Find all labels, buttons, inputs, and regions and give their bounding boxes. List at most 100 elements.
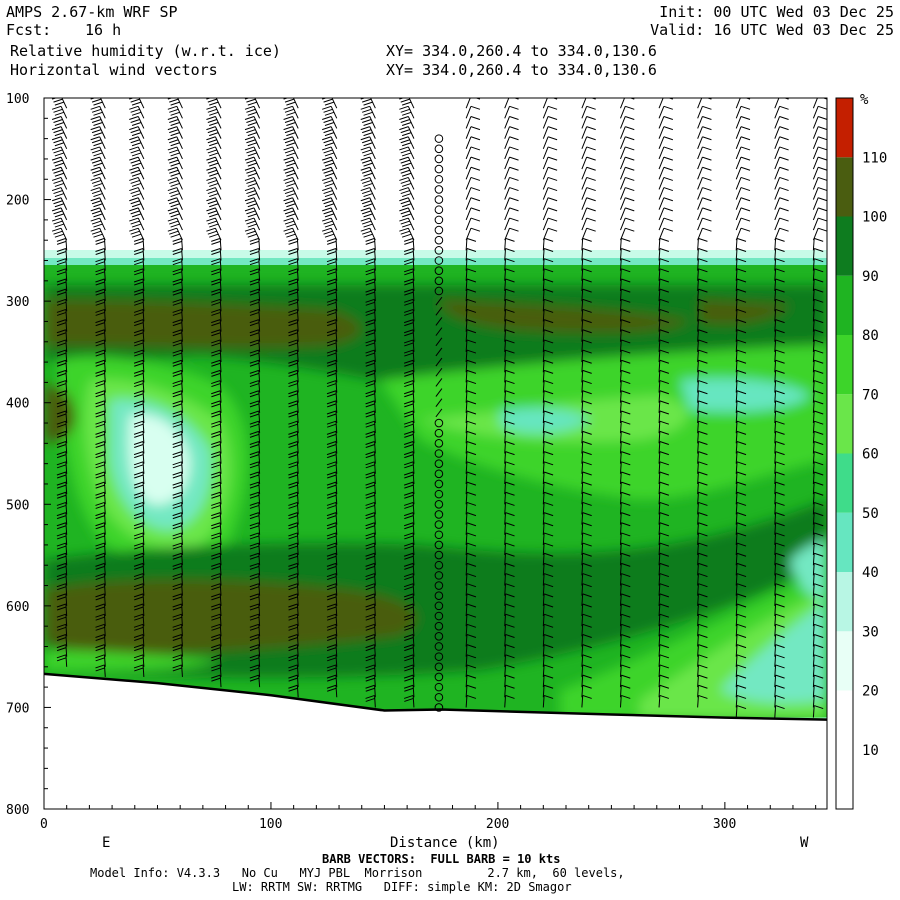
wind-barb bbox=[504, 562, 515, 576]
wind-barb bbox=[360, 146, 376, 160]
wind-barb bbox=[399, 115, 415, 129]
wind-barb bbox=[504, 542, 515, 556]
wind-barb bbox=[581, 329, 592, 342]
calm-wind-circle bbox=[434, 601, 444, 611]
calm-wind-circle bbox=[434, 632, 444, 641]
wind-barb bbox=[542, 136, 558, 149]
wind-barb bbox=[95, 644, 106, 657]
wind-barb bbox=[206, 197, 222, 210]
wind-barb bbox=[581, 288, 592, 302]
wind-barb bbox=[697, 471, 708, 485]
wind-barb bbox=[244, 207, 261, 221]
wind-barb bbox=[735, 308, 747, 322]
wind-barb bbox=[172, 390, 183, 403]
wind-barb bbox=[774, 593, 785, 606]
wind-barb bbox=[735, 115, 751, 129]
wind-barb bbox=[774, 197, 789, 210]
wind-barb bbox=[172, 634, 183, 647]
wind-barb bbox=[211, 400, 222, 413]
wind-barb bbox=[211, 430, 222, 444]
wind-barb bbox=[365, 258, 376, 271]
wind-barb bbox=[774, 268, 785, 281]
wind-barb bbox=[658, 461, 670, 474]
wind-barb bbox=[812, 400, 824, 413]
wind-barb bbox=[581, 126, 596, 139]
wind-barb bbox=[56, 593, 68, 606]
wind-barb bbox=[581, 441, 592, 454]
wind-barb bbox=[172, 664, 183, 677]
wind-barb bbox=[249, 542, 261, 556]
wind-barb bbox=[56, 603, 68, 617]
wind-barb bbox=[249, 248, 261, 261]
wind-barb-light bbox=[435, 347, 443, 357]
wind-barb bbox=[619, 501, 631, 515]
wind-barb bbox=[658, 623, 670, 637]
wind-barb bbox=[697, 410, 708, 424]
wind-barb bbox=[697, 288, 708, 302]
wind-barb bbox=[735, 207, 751, 221]
wind-barb bbox=[581, 237, 592, 251]
wind-barb bbox=[56, 298, 68, 312]
wind-barb bbox=[774, 705, 785, 718]
wind-barb bbox=[504, 349, 515, 363]
colorbar-tick-label: 30 bbox=[862, 624, 879, 640]
wind-barb bbox=[133, 451, 145, 464]
wind-barb bbox=[133, 613, 145, 627]
wind-barb bbox=[542, 674, 554, 688]
wind-barb bbox=[365, 420, 376, 434]
wind-barb bbox=[365, 512, 376, 525]
wind-barb bbox=[774, 613, 785, 627]
wind-barb bbox=[542, 634, 554, 647]
wind-barb bbox=[133, 552, 145, 566]
east-direction-label: E bbox=[102, 835, 110, 851]
wind-barb bbox=[56, 583, 68, 596]
wind-barb bbox=[133, 573, 145, 586]
wind-barb bbox=[697, 674, 708, 688]
wind-barb bbox=[403, 623, 415, 637]
calm-wind-circle bbox=[434, 571, 444, 580]
wind-barb bbox=[51, 197, 68, 210]
wind-barb bbox=[288, 268, 299, 281]
wind-barb bbox=[51, 207, 68, 221]
wind-barb bbox=[581, 501, 592, 515]
wind-barb bbox=[249, 451, 261, 464]
colorbar-band bbox=[836, 335, 853, 395]
wind-barb bbox=[326, 451, 338, 464]
wind-barb bbox=[697, 237, 708, 251]
wind-barb bbox=[812, 136, 827, 149]
wind-barb bbox=[774, 258, 785, 271]
wind-barb bbox=[288, 684, 299, 698]
wind-barb-light bbox=[435, 367, 443, 377]
wind-barb bbox=[133, 278, 145, 292]
wind-barb bbox=[365, 339, 376, 352]
wind-barb bbox=[658, 298, 670, 312]
wind-barb bbox=[133, 258, 145, 271]
wind-barb bbox=[581, 166, 596, 180]
wind-barb bbox=[211, 278, 222, 292]
wind-barb bbox=[249, 319, 261, 332]
wind-barb bbox=[95, 298, 106, 312]
wind-barb bbox=[244, 146, 261, 160]
wind-barb bbox=[774, 461, 785, 474]
wind-barb bbox=[735, 298, 747, 312]
wind-barb bbox=[95, 583, 106, 596]
y-axis: 100 200 300 400 500 600 700 800 bbox=[6, 92, 51, 818]
wind-barb bbox=[465, 451, 477, 464]
wind-barb bbox=[812, 146, 827, 160]
wind-barb bbox=[542, 308, 554, 322]
wind-barb bbox=[326, 684, 338, 698]
wind-barb bbox=[620, 115, 635, 129]
wind-barb bbox=[403, 430, 415, 444]
wind-barb bbox=[504, 430, 515, 444]
wind-barb bbox=[249, 481, 261, 495]
wind-barb bbox=[697, 623, 708, 637]
wind-barb bbox=[812, 522, 824, 535]
wind-barb bbox=[133, 359, 145, 373]
wind-barb bbox=[90, 105, 106, 119]
wind-barb bbox=[403, 298, 415, 312]
wind-barb bbox=[581, 146, 596, 160]
wind-barb bbox=[129, 166, 145, 180]
wind-barb bbox=[619, 583, 631, 596]
wind-barb bbox=[56, 532, 68, 545]
wind-barb bbox=[403, 634, 415, 647]
